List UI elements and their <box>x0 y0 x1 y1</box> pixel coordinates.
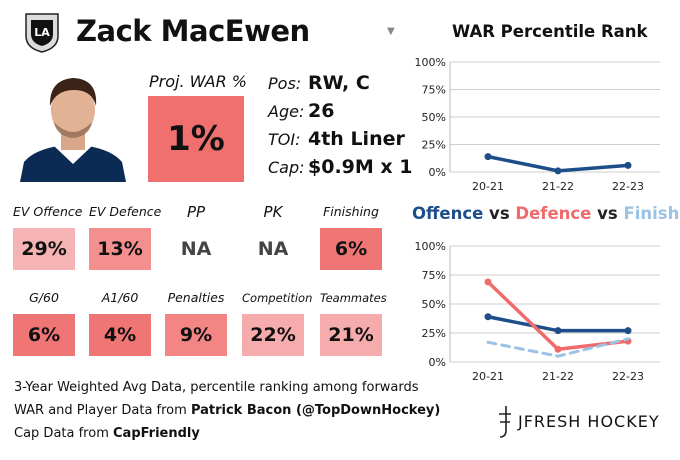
war-chart-title: WAR Percentile Rank <box>452 22 648 41</box>
y-tick-label: 50% <box>422 111 446 124</box>
x-tick-label: 21-22 <box>542 180 574 190</box>
x-tick-label: 20-21 <box>472 370 504 383</box>
series-line-finishing <box>486 337 630 358</box>
title-vs-2: vs <box>591 204 624 223</box>
title-finishing: Finishing <box>623 204 680 223</box>
title-defence: Defence <box>515 204 592 223</box>
y-tick-label: 0% <box>429 166 446 179</box>
y-tick-label: 25% <box>422 327 446 340</box>
y-tick-label: 100% <box>415 56 446 69</box>
footer-note: 3-Year Weighted Avg Data, percentile ran… <box>14 380 419 395</box>
brand-logo: JFRESH HOCKEY <box>492 404 662 440</box>
data-point <box>554 327 562 335</box>
team-logo: LA <box>22 10 62 54</box>
info-cap: Cap: $0.9M x 1 <box>268 156 413 178</box>
footer-war-source: WAR and Player Data from Patrick Bacon (… <box>14 403 441 418</box>
x-tick-label: 22-23 <box>612 180 644 190</box>
ovd-chart-title: Offence vs Defence vs Finishing <box>412 204 680 223</box>
data-point <box>484 313 492 321</box>
ovd-chart: 0% 25% 50% 75% 100% 20-21 21-22 22-23 <box>415 240 660 383</box>
x-tick-label: 20-21 <box>472 180 504 190</box>
proj-war-value: 1% <box>148 96 244 182</box>
stat-ev-offence: EV Offence 29% <box>13 202 82 270</box>
stat-pp: PP NA <box>165 202 227 270</box>
x-tick-label: 21-22 <box>542 370 574 383</box>
info-age: Age: 26 <box>268 100 335 122</box>
stat-g60: G/60 6% <box>13 288 75 356</box>
data-point <box>624 327 632 335</box>
info-toi: TOI: 4th Liner <box>268 128 405 150</box>
x-tick-label: 22-23 <box>612 370 644 383</box>
footer-cap-source: Cap Data from CapFriendly <box>14 426 200 441</box>
brand-mark-icon <box>499 406 511 438</box>
stat-penalties: Penalties 9% <box>165 288 227 356</box>
y-tick-label: 0% <box>429 356 446 369</box>
y-tick-label: 50% <box>422 298 446 311</box>
data-point <box>624 161 632 169</box>
svg-text:LA: LA <box>34 26 50 39</box>
series-line-defence <box>486 280 630 352</box>
stat-ev-defence: EV Defence 13% <box>89 202 161 270</box>
data-point <box>554 167 562 175</box>
stat-finishing: Finishing 6% <box>320 202 382 270</box>
data-point <box>484 153 492 161</box>
brand-text: JFRESH HOCKEY <box>518 412 660 431</box>
y-tick-label: 75% <box>422 269 446 282</box>
player-name: Zack MacEwen <box>76 14 310 48</box>
dropdown-caret-icon: ▼ <box>387 26 395 37</box>
title-offence: Offence <box>412 204 484 223</box>
stat-teammates: Teammates 21% <box>320 288 387 356</box>
stat-pk: PK NA <box>242 202 304 270</box>
data-point <box>484 278 492 286</box>
y-tick-label: 25% <box>422 139 446 152</box>
proj-war-label: Proj. WAR % <box>148 72 247 91</box>
war-percentile-chart: 0% 25% 50% 75% 100% 20-21 21-22 22-23 <box>415 56 660 190</box>
player-photo <box>14 66 132 182</box>
info-pos: Pos: RW, C <box>268 72 370 94</box>
y-tick-label: 75% <box>422 84 446 97</box>
stat-a160: A1/60 4% <box>89 288 151 356</box>
y-tick-label: 100% <box>415 240 446 253</box>
title-vs-1: vs <box>483 204 516 223</box>
stat-competition: Competition 22% <box>242 288 312 356</box>
data-point <box>554 345 562 353</box>
